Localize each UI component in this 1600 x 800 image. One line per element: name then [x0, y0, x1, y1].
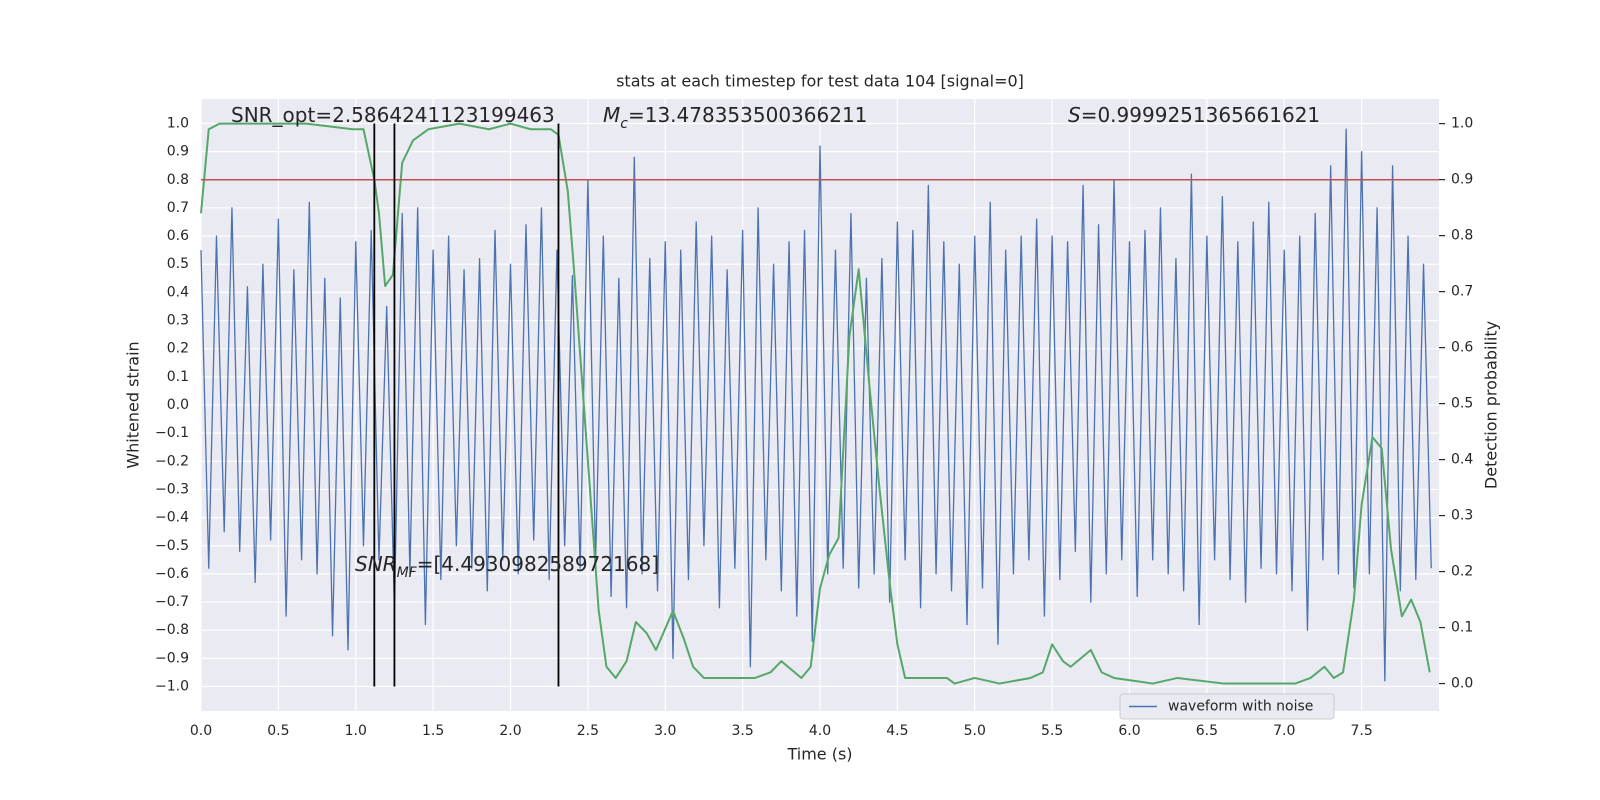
y2-tick-label: 0.5 — [1451, 396, 1473, 412]
x-tick-label: 0.0 — [190, 723, 212, 739]
y-tick-label: −0.9 — [155, 650, 189, 666]
y-tick-label: 0.3 — [167, 313, 189, 329]
annotation: SNR_opt=2.5864241123199463 — [231, 103, 555, 127]
legend: waveform with noise — [1119, 693, 1335, 720]
y2-tick-label: 0.0 — [1451, 676, 1473, 692]
legend-label: waveform with noise — [1168, 699, 1313, 715]
x-tick-label: 2.0 — [499, 723, 521, 739]
y2-tick-label: 0.9 — [1451, 172, 1473, 188]
y-tick-label: −0.6 — [155, 566, 189, 582]
y-tick-label: 0.1 — [167, 369, 189, 385]
y-tick-label: −0.3 — [155, 481, 189, 497]
annotation: SNRMF=[4.493098258972168] — [355, 552, 659, 582]
annotation-text: =13.478353500366211 — [628, 103, 867, 127]
x-tick-label: 2.5 — [577, 723, 599, 739]
x-tick-label: 1.0 — [345, 723, 367, 739]
x-tick-label: 6.5 — [1196, 723, 1218, 739]
annotation-text: SNR_opt=2.5864241123199463 — [231, 103, 555, 127]
y-tick-label: 0.6 — [167, 228, 189, 244]
legend-box — [1119, 693, 1335, 720]
x-tick-label: 4.5 — [886, 723, 908, 739]
y-axis-label: Whitened strain — [124, 341, 143, 468]
annotation-text: =0.9999251365661621 — [1081, 103, 1320, 127]
y-tick-label: −0.7 — [155, 594, 189, 610]
y-tick-label: −0.4 — [155, 510, 189, 526]
x-tick-label: 5.5 — [1041, 723, 1063, 739]
y-tick-label: 0.7 — [167, 200, 189, 216]
annotation: S=0.9999251365661621 — [1068, 103, 1320, 127]
annotation-symbol: M — [603, 103, 620, 127]
y2-tick-label: 0.3 — [1451, 508, 1473, 524]
x-tick-label: 5.0 — [964, 723, 986, 739]
y2-tick-label: 0.1 — [1451, 620, 1473, 636]
x-tick-label: 1.5 — [422, 723, 444, 739]
x-tick-label: 7.0 — [1273, 723, 1295, 739]
y-tick-label: −0.8 — [155, 622, 189, 638]
y2-tick-label: 1.0 — [1451, 116, 1473, 132]
y2-tick-label: 0.2 — [1451, 564, 1473, 580]
y-tick-label: −0.1 — [155, 425, 189, 441]
series-line — [200, 122, 1431, 685]
y-tick-label: 0.5 — [167, 256, 189, 272]
annotation-subscript: MF — [397, 565, 418, 581]
y-tick-label: 0.2 — [167, 341, 189, 357]
x-tick-label: 6.0 — [1118, 723, 1140, 739]
y2-tick-label: 0.8 — [1451, 228, 1473, 244]
chart-title: stats at each timestep for test data 104… — [616, 72, 1024, 91]
x-tick-label: 0.5 — [267, 723, 289, 739]
annotation-symbol: S — [1068, 103, 1081, 127]
y2-axis-label: Detection probability — [1482, 321, 1501, 489]
y-tick-label: 0.0 — [167, 397, 189, 413]
y2-tick-label: 0.7 — [1451, 284, 1473, 300]
y-tick-label: 0.4 — [167, 284, 189, 300]
y2-tick-label: 0.6 — [1451, 340, 1473, 356]
annotation-text: =[4.493098258972168] — [417, 552, 659, 576]
x-tick-label: 3.5 — [731, 723, 753, 739]
annotation-symbol: SNR — [355, 552, 397, 576]
y-tick-label: 1.0 — [167, 115, 189, 131]
y-tick-label: 0.8 — [167, 172, 189, 188]
annotation-subscript: c — [620, 116, 628, 132]
x-tick-label: 7.5 — [1350, 723, 1372, 739]
x-tick-label: 3.0 — [654, 723, 676, 739]
y-tick-label: −0.2 — [155, 453, 189, 469]
x-axis-label: Time (s) — [786, 745, 852, 764]
annotation: Mc=13.478353500366211 — [603, 103, 867, 133]
y-tick-label: 0.9 — [167, 144, 189, 160]
x-tick-label: 4.0 — [809, 723, 831, 739]
y-tick-label: −0.5 — [155, 538, 189, 554]
y-tick-label: −1.0 — [155, 679, 189, 695]
y2-tick-label: 0.4 — [1451, 452, 1473, 468]
series-line — [200, 128, 1432, 682]
